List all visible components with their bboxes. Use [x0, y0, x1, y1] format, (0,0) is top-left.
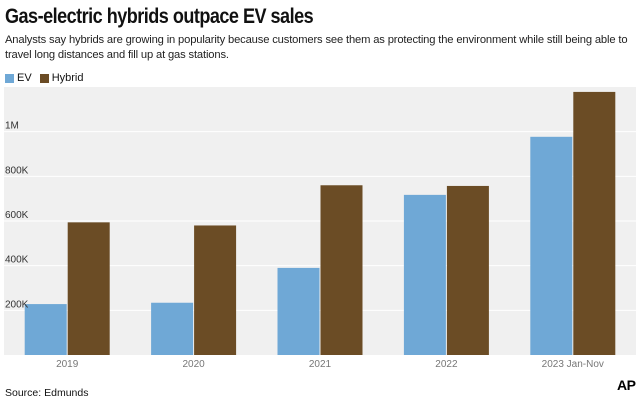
- y-tick-label: 200K: [5, 299, 29, 310]
- legend-item-hybrid: Hybrid: [39, 72, 84, 84]
- legend-swatch-hybrid: [39, 73, 49, 83]
- y-tick-label: 400K: [5, 255, 29, 266]
- x-tick-label: 2021: [309, 359, 332, 370]
- y-tick-label: 1M: [5, 121, 19, 132]
- chart-subtitle: Analysts say hybrids are growing in popu…: [5, 34, 628, 61]
- bar-ev-3: [403, 194, 446, 355]
- bar-hybrid-3: [446, 185, 489, 355]
- chart-title: Gas-electric hybrids outpace EV sales: [5, 5, 314, 28]
- y-tick-label: 800K: [5, 165, 29, 176]
- x-tick-label: 2020: [182, 359, 205, 370]
- ticks-layer: 2019 2020 2021 2022 2023 Jan-Nov 200K 400K 600K…: [5, 121, 604, 370]
- y-tick-label: 600K: [5, 210, 29, 221]
- source-note: Source: Edmunds: [5, 387, 89, 399]
- legend-swatch-ev: [5, 73, 14, 83]
- bar-hybrid-4: [573, 91, 616, 355]
- bar-chart: 2019 2020 2021 2022 2023 Jan-Nov 200K 400K 600K…: [4, 87, 636, 370]
- legend-item-ev: EV: [5, 72, 32, 84]
- x-tick-label: 2019: [56, 359, 79, 370]
- x-tick-label: 2022: [435, 359, 458, 370]
- x-tick-label: 2023 Jan-Nov: [542, 359, 604, 370]
- bar-ev-2: [277, 267, 320, 355]
- legend-label-ev: EV: [17, 72, 32, 84]
- ap-logo: AP: [617, 377, 636, 393]
- bar-ev-4: [530, 136, 573, 355]
- bar-ev-0: [24, 304, 67, 355]
- bar-hybrid-0: [67, 222, 110, 355]
- legend: EV Hybrid: [5, 72, 91, 84]
- bars-layer: [24, 91, 616, 355]
- bar-hybrid-1: [194, 225, 237, 355]
- bar-ev-1: [151, 302, 194, 355]
- legend-label-hybrid: Hybrid: [51, 72, 84, 84]
- bar-hybrid-2: [320, 185, 363, 355]
